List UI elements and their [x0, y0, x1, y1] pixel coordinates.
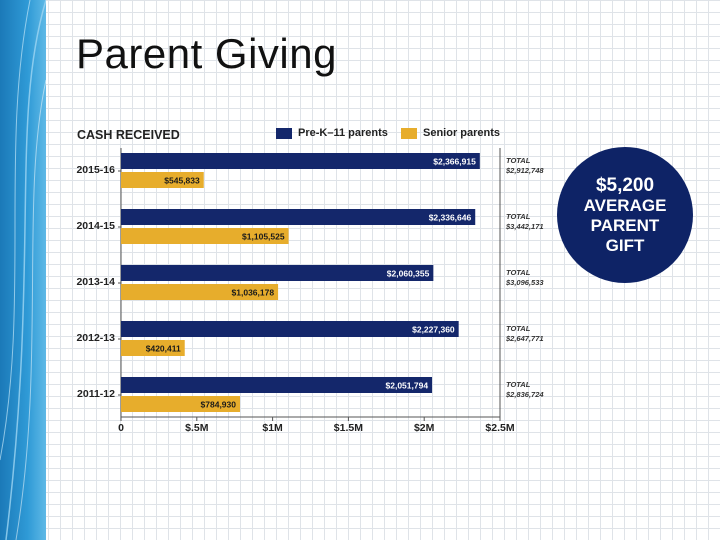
bar-label-prek11: $2,051,794	[386, 381, 429, 391]
bar-label-prek11: $2,336,646	[429, 213, 472, 223]
category-label: 2013-14	[76, 276, 115, 288]
legend-item-senior: Senior parents	[401, 127, 500, 139]
bar-senior	[121, 340, 185, 356]
category-label: 2012-13	[76, 332, 115, 344]
total-label: TOTAL	[506, 324, 531, 333]
bar-label-senior: $545,833	[164, 176, 200, 186]
bar-senior	[121, 228, 289, 244]
x-tick-label: $1.5M	[334, 422, 363, 434]
callout-amount: $5,200	[595, 174, 655, 196]
legend-swatch-prek11	[276, 127, 292, 139]
legend-label-senior: Senior parents	[423, 127, 501, 139]
bar-prek11	[121, 209, 476, 225]
total-value: $2,912,748	[505, 166, 544, 175]
x-tick-label: $2M	[414, 422, 435, 434]
category-label: 2015-16	[76, 164, 115, 176]
callout-line3: GIFT	[605, 235, 645, 255]
bar-senior	[121, 284, 279, 300]
bar-prek11	[121, 377, 433, 393]
bar-label-senior: $1,105,525	[242, 232, 285, 242]
average-gift-callout: $5,200 AVERAGE PARENT GIFT	[557, 147, 693, 283]
wave-decoration	[0, 0, 46, 540]
x-tick-label: $.5M	[185, 422, 209, 434]
legend-item-prek11: Pre-K–11 parents	[276, 127, 388, 139]
total-label: TOTAL	[506, 156, 531, 165]
category-label: 2011-12	[77, 388, 115, 400]
bar-label-prek11: $2,366,915	[433, 157, 476, 167]
total-value: $3,442,171	[505, 222, 544, 231]
legend-label-prek11: Pre-K–11 parents	[298, 127, 388, 139]
bar-label-prek11: $2,227,360	[412, 325, 455, 335]
x-tick-label: $1M	[262, 422, 283, 434]
callout-line2: PARENT	[590, 215, 660, 235]
slide-title: Parent Giving	[76, 30, 337, 77]
decorative-sidebar	[0, 0, 46, 540]
bar-senior	[121, 396, 240, 412]
x-tick-label: 0	[118, 422, 124, 434]
total-value: $3,096,533	[505, 278, 544, 287]
total-label: TOTAL	[506, 268, 531, 277]
bar-label-prek11: $2,060,355	[387, 269, 430, 279]
bar-label-senior: $1,036,178	[232, 288, 275, 298]
bar-prek11	[121, 265, 434, 281]
chart-title: CASH RECEIVED	[77, 128, 180, 142]
bar-label-senior: $784,930	[201, 400, 237, 410]
bar-prek11	[121, 321, 459, 337]
x-tick-label: $2.5M	[485, 422, 514, 434]
total-label: TOTAL	[506, 380, 531, 389]
bar-label-senior: $420,411	[146, 344, 181, 354]
category-label: 2014-15	[76, 220, 115, 232]
bar-senior	[121, 172, 204, 188]
bar-prek11	[121, 153, 480, 169]
total-value: $2,836,724	[505, 390, 544, 399]
legend-swatch-senior	[401, 127, 417, 139]
total-value: $2,647,771	[505, 334, 544, 343]
total-label: TOTAL	[506, 212, 531, 221]
callout-line1: AVERAGE	[583, 195, 667, 215]
